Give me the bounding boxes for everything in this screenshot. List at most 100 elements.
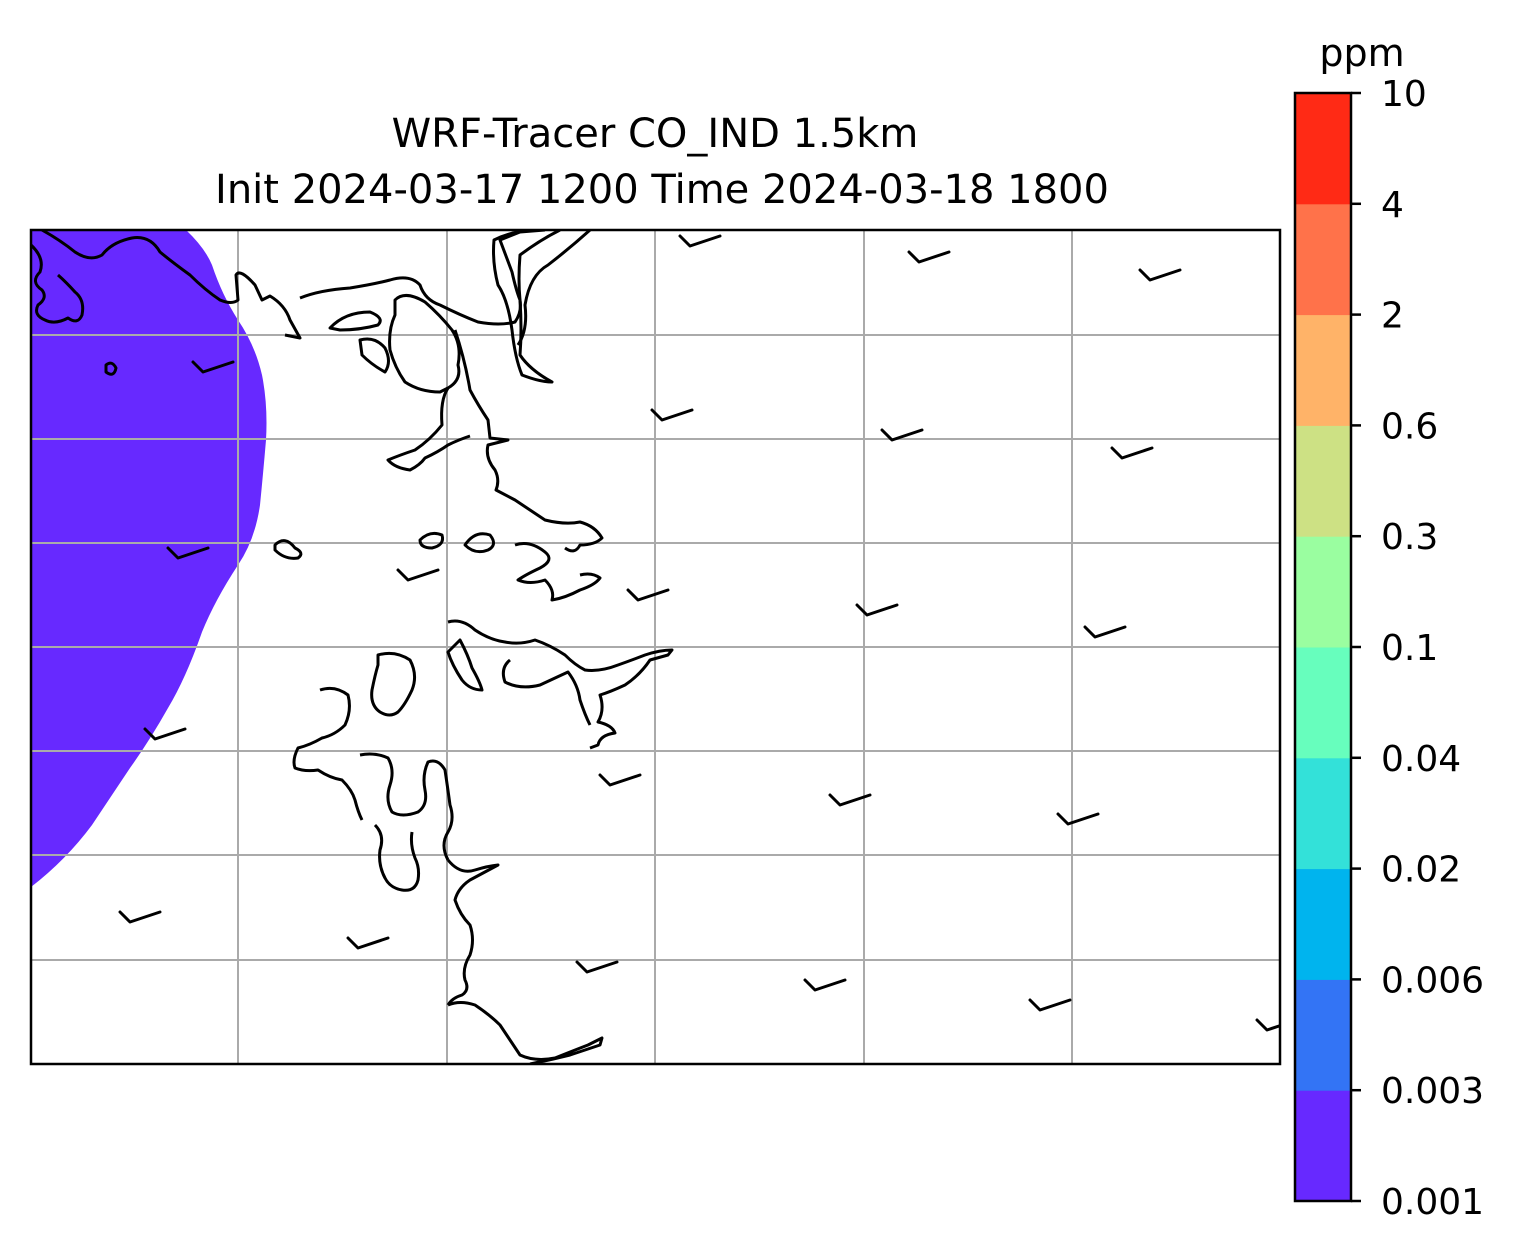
colorbar-tick-label: 0.04 [1381,739,1461,780]
coastline-west-lobe [358,337,390,374]
colorbar-swatch [1295,425,1351,537]
coastline-small-island-1 [104,361,118,376]
coastline-small-island-3 [418,531,444,550]
colorbar-swatches [1295,93,1351,1202]
map-frame [29,228,1282,1066]
colorbar-swatch [1295,647,1351,759]
coastline-western-fjords [292,686,364,821]
wind-barbs [118,234,1280,1032]
wind-barb [855,603,899,617]
wind-barb [1138,268,1182,282]
wind-barb-stroke [1138,268,1182,282]
colorbar-unit-label: ppm [1319,31,1404,75]
wind-barb-stroke [1028,998,1072,1012]
colorbar-swatch [1295,536,1351,648]
colorbar-frame [1293,91,1353,1203]
wind-barb [626,588,670,602]
wind-barb [1028,998,1072,1012]
colorbar-swatch [1295,314,1351,426]
coastline-small-island-2 [273,539,303,560]
wind-barb [575,960,619,974]
wind-barb [1056,812,1100,826]
colorbar-tick-label: 10 [1381,74,1427,115]
map-title-line-2: Init 2024-03-17 1200 Time 2024-03-18 180… [215,167,1109,213]
coastline-southern-fjords [359,752,454,861]
wind-barb-stroke [598,773,642,787]
wind-barb-stroke [1110,446,1154,460]
coastline-south-channel [373,823,421,892]
colorbar-tick-label: 0.003 [1381,1071,1484,1112]
colorbar-swatch [1295,868,1351,980]
map-panel [29,228,1282,1066]
wind-barb [880,428,924,442]
wind-barb [1255,1018,1280,1032]
gridlines [31,230,1280,1064]
wind-barb-stroke [1083,625,1127,639]
colorbar-tick-label: 0.006 [1381,960,1484,1001]
colorbar-swatch [1295,979,1351,1091]
wind-barb-stroke [575,960,619,974]
wind-barb [1083,625,1127,639]
colorbar-tick-label: 0.3 [1381,517,1438,558]
coastline-middle-inlets [514,542,602,602]
wind-barb [396,568,440,582]
coastline-lower-bay-inner [446,638,484,692]
colorbar-tick-label: 0.02 [1381,850,1461,891]
map-title-line-1: WRF-Tracer CO_IND 1.5km [392,111,919,157]
coastline-river-east-bank [516,230,592,346]
coastline-main-shore [453,329,604,553]
coastline-river-channel [492,230,561,384]
coastline-inner-island [328,310,382,332]
wind-barb [678,234,722,248]
coastline-lower-bay [447,619,674,750]
wind-barb-stroke [346,936,390,950]
wind-barb-stroke [143,727,187,741]
colorbar-swatch [1295,1090,1351,1202]
wind-barb-stroke [396,568,440,582]
coastline-south-peninsula [370,651,417,717]
wind-barb-stroke [855,603,899,617]
wind-barb-stroke [1255,1018,1280,1032]
wind-barb [650,408,694,422]
wind-barb-stroke [1056,812,1100,826]
coastline-northwest-islands [31,243,85,324]
wind-barb-stroke [907,250,951,264]
coastline-south-estuary [447,1001,604,1064]
wind-barb-stroke [650,408,694,422]
colorbar-swatch [1295,93,1351,205]
wind-barb [907,250,951,264]
coastline-lower-bay-south [501,658,592,726]
coastline-shore-west-arm [386,387,471,472]
wind-barb-stroke [626,588,670,602]
colorbar-tick-label: 4 [1381,185,1404,226]
wind-barb-stroke [828,793,872,807]
colorbar-swatch [1295,203,1351,316]
coastline-small-island-4 [463,532,495,554]
wind-barb-stroke [191,360,235,374]
colorbar: ppm 0.001 0.003 0.006 0.02 0.04 0.1 0.3 0.6 2 4 10 [1293,31,1484,1223]
colorbar-tick-label: 0.001 [1381,1182,1484,1223]
coastlines [31,230,674,1064]
wind-barb-stroke [166,546,210,560]
wind-barb-stroke [803,978,847,992]
wind-barb [118,910,162,924]
wind-barb [598,773,642,787]
colorbar-tick-label: 0.6 [1381,406,1438,447]
colorbar-ticks: 0.001 0.003 0.006 0.02 0.04 0.1 0.3 0.6 2 4 10 [1351,74,1484,1223]
colorbar-swatch [1295,757,1351,870]
wind-barb-stroke [880,428,924,442]
wind-barb [1110,446,1154,460]
coastline-central-peninsula [388,294,461,394]
wind-barb-stroke [118,910,162,924]
colorbar-tick-label: 0.1 [1381,628,1438,669]
coastline-south-river [446,859,500,1006]
coastline-northwest-shore [41,230,302,340]
tracer-plume-area [31,230,267,887]
wind-barb [143,727,187,741]
colorbar-tick-label: 2 [1381,296,1404,337]
wind-barb [166,546,210,560]
wind-barb [346,936,390,950]
wind-barb [191,360,235,374]
wind-barb-stroke [678,234,722,248]
